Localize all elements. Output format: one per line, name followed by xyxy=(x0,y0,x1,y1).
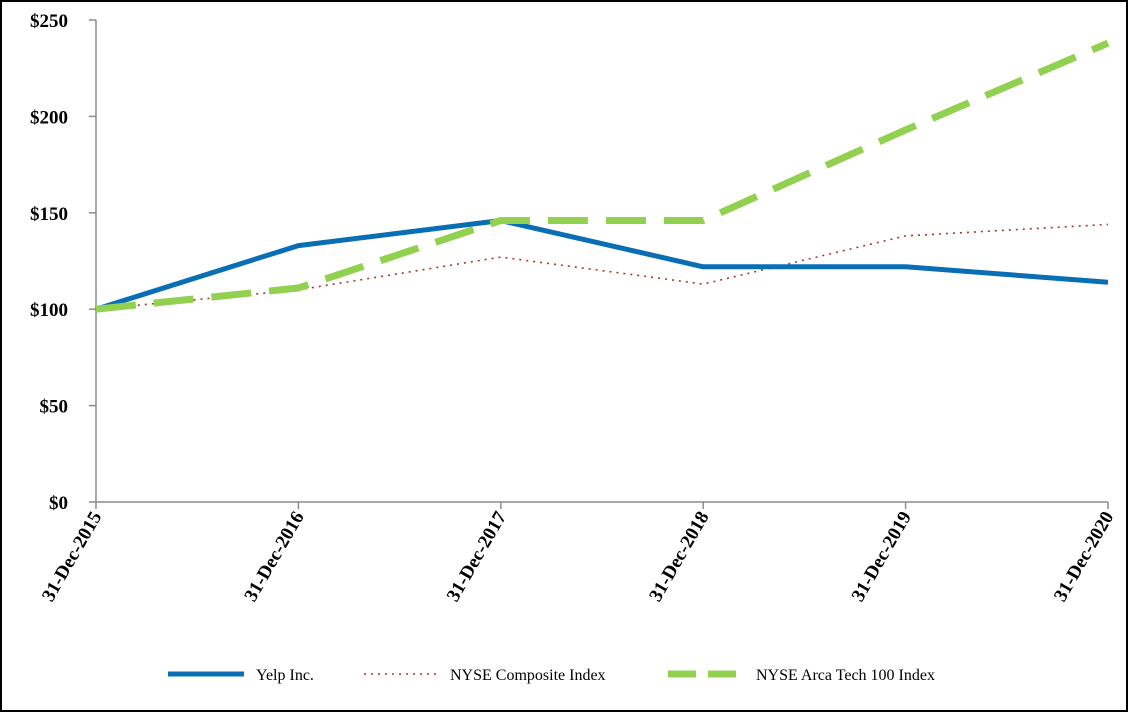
series-line-yelp-inc xyxy=(95,218,1109,312)
x-tick-label: 31-Dec-2019 xyxy=(848,508,916,605)
y-tick-label: $50 xyxy=(40,397,69,418)
y-tick-label: $150 xyxy=(30,204,68,225)
y-tick-label: $200 xyxy=(30,107,68,128)
x-tick-label: 31-Dec-2018 xyxy=(645,508,713,605)
legend-label-nyse-arca-tech-100-index: NYSE Arca Tech 100 Index xyxy=(756,667,935,684)
x-tick-label: 31-Dec-2016 xyxy=(240,508,308,605)
x-tick-label: 31-Dec-2020 xyxy=(1050,508,1118,605)
y-tick-label: $100 xyxy=(30,300,68,321)
y-tick-label: $0 xyxy=(49,493,68,514)
x-tick-label: 31-Dec-2015 xyxy=(38,508,106,605)
y-tick-label: $250 xyxy=(30,11,68,32)
axes: $0 $50 $100 $150 $200 $250 31-Dec-2015 31-Dec-2… xyxy=(30,11,1118,605)
series-layer xyxy=(95,39,1110,313)
series-line-nyse-arca-tech-100-index xyxy=(95,39,1110,313)
legend-label-yelp-inc: Yelp Inc. xyxy=(256,667,314,684)
legend-label-nyse-composite-index: NYSE Composite Index xyxy=(450,667,606,684)
x-tick-label: 31-Dec-2017 xyxy=(443,508,512,606)
legend: Yelp Inc. NYSE Composite Index NYSE Arca T… xyxy=(168,667,935,684)
series-line-nyse-composite-index xyxy=(95,223,1109,310)
